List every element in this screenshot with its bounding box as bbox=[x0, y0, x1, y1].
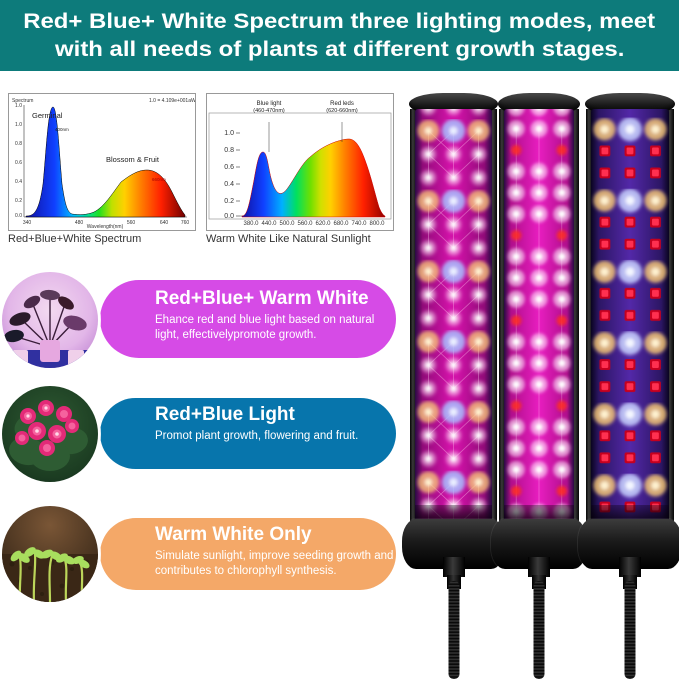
svg-text:0.2: 0.2 bbox=[15, 198, 22, 204]
svg-text:620.0: 620.0 bbox=[315, 221, 331, 227]
svg-text:0.8: 0.8 bbox=[15, 141, 22, 147]
svg-text:660nm: 660nm bbox=[152, 177, 166, 182]
svg-text:(620-660nm): (620-660nm) bbox=[326, 108, 358, 114]
svg-text:0.6: 0.6 bbox=[224, 164, 234, 171]
svg-text:680.0: 680.0 bbox=[333, 221, 349, 227]
svg-text:(460-470nm): (460-470nm) bbox=[253, 108, 285, 114]
svg-text:Blue light: Blue light bbox=[257, 101, 282, 107]
svg-text:1.0: 1.0 bbox=[15, 103, 22, 109]
svg-text:740.0: 740.0 bbox=[351, 221, 367, 227]
svg-text:440.0: 440.0 bbox=[261, 221, 277, 227]
svg-text:560.0: 560.0 bbox=[297, 221, 313, 227]
svg-text:0.4: 0.4 bbox=[15, 179, 22, 185]
svg-text:640: 640 bbox=[160, 220, 169, 226]
svg-text:1.0: 1.0 bbox=[15, 122, 22, 128]
svg-text:1.0: 1.0 bbox=[224, 130, 234, 137]
svg-text:1.0 = 4.109e+001aW/nm: 1.0 = 4.109e+001aW/nm bbox=[149, 98, 195, 104]
svg-text:Red leds: Red leds bbox=[330, 101, 354, 107]
svg-text:380.0: 380.0 bbox=[243, 221, 259, 227]
svg-text:0.2: 0.2 bbox=[224, 198, 234, 205]
svg-text:Blossom & Fruit: Blossom & Fruit bbox=[106, 155, 160, 164]
svg-text:400nm: 400nm bbox=[55, 127, 69, 132]
svg-text:Wavelength(nm): Wavelength(nm) bbox=[87, 224, 124, 230]
svg-text:0.4: 0.4 bbox=[224, 181, 234, 188]
svg-text:0.8: 0.8 bbox=[224, 147, 234, 154]
svg-text:0.6: 0.6 bbox=[15, 160, 22, 166]
svg-text:Germinal: Germinal bbox=[32, 111, 63, 120]
svg-text:500.0: 500.0 bbox=[279, 221, 295, 227]
svg-text:560: 560 bbox=[127, 220, 136, 226]
svg-text:340: 340 bbox=[23, 220, 32, 226]
svg-text:0.0: 0.0 bbox=[15, 213, 22, 219]
svg-text:800.0: 800.0 bbox=[369, 221, 385, 227]
svg-text:480: 480 bbox=[75, 220, 84, 226]
svg-text:760: 760 bbox=[181, 220, 190, 226]
